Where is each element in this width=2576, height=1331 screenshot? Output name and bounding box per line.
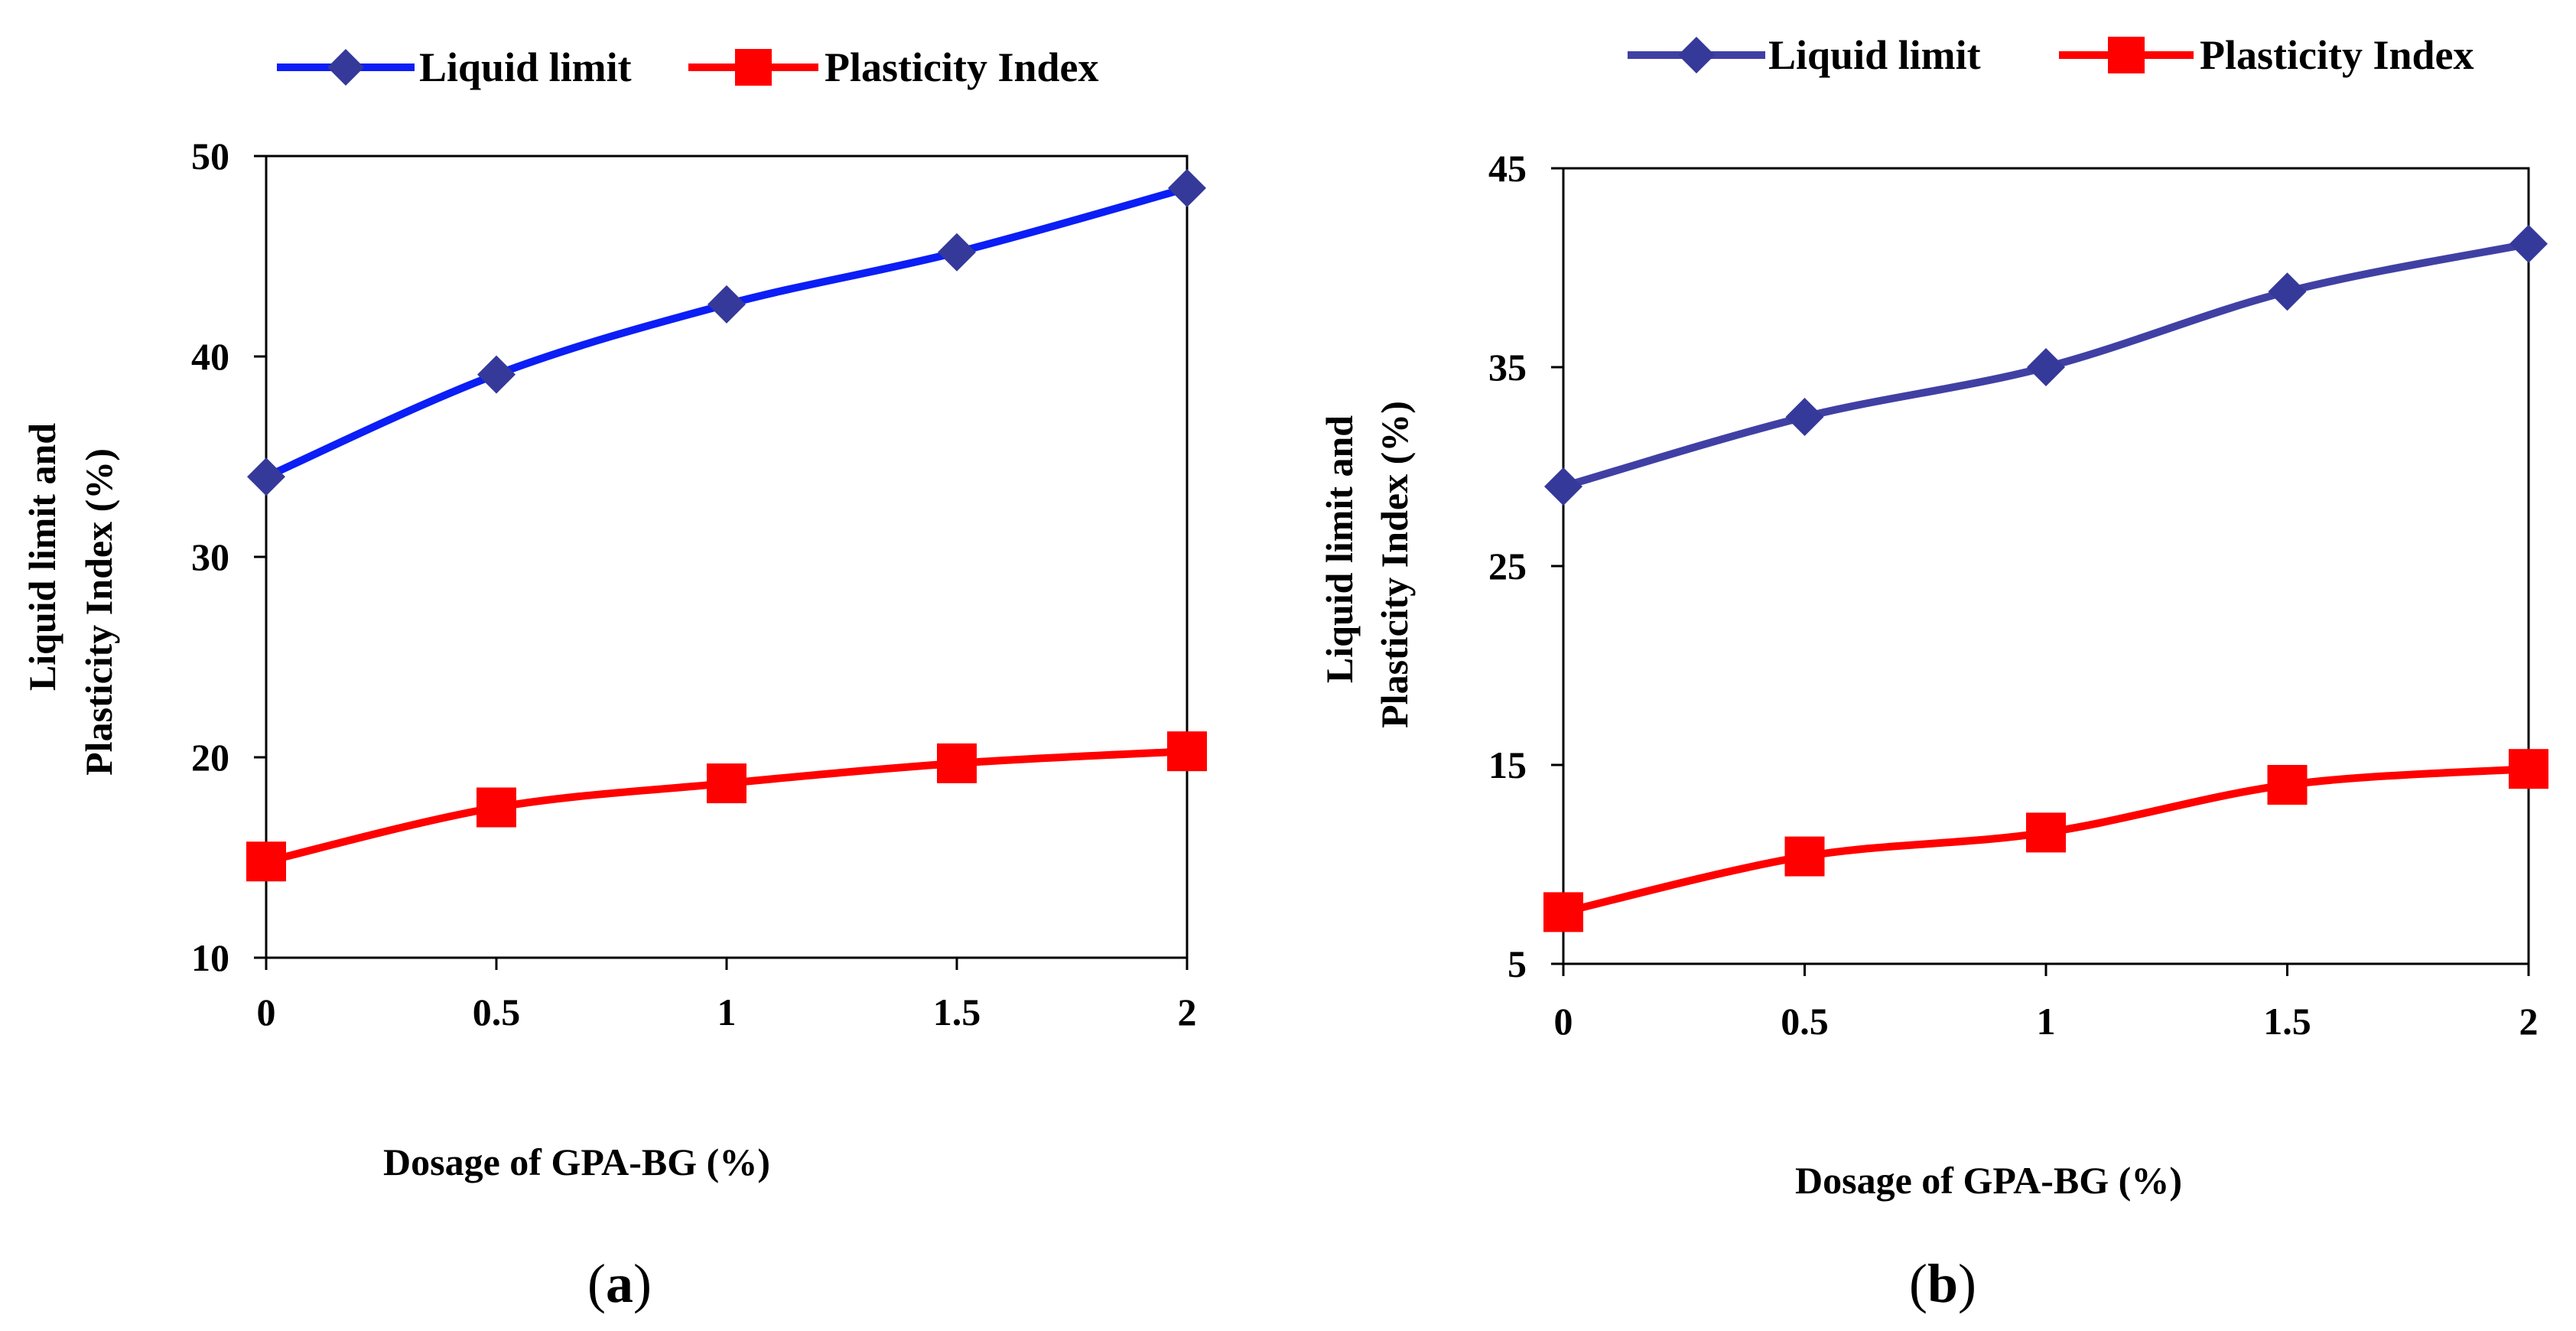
chart-b-liquid-limit-point bbox=[2027, 348, 2065, 386]
chart-a-y-tick-label: 50 bbox=[191, 135, 229, 177]
chart-b-plasticity-index-point bbox=[2267, 765, 2308, 805]
chart-a-legend-liquid-limit-label: Liquid limit bbox=[419, 44, 632, 90]
chart-b: Liquid limit Plasticity Index 515253545 … bbox=[1318, 32, 2548, 1314]
chart-a-y-axis-title-line2: Plasticity Index (%) bbox=[77, 448, 120, 776]
chart-b-y-tick-label: 5 bbox=[1508, 942, 1527, 985]
chart-a-plasticity-index-point bbox=[246, 841, 286, 882]
chart-a-x-axis-title: Dosage of GPA-BG (%) bbox=[383, 1141, 770, 1183]
chart-b-plasticity-index-point bbox=[2509, 749, 2548, 789]
chart-a-x-tick-label: 1.5 bbox=[933, 991, 981, 1033]
chart-a-legend: Liquid limit Plasticity Index bbox=[277, 44, 1099, 90]
chart-b-liquid-limit-point bbox=[2268, 272, 2307, 311]
chart-b-legend-liquid-limit-label: Liquid limit bbox=[1768, 32, 1981, 78]
chart-b-x-axis-title: Dosage of GPA-BG (%) bbox=[1795, 1159, 2182, 1202]
chart-b-plasticity-index-point bbox=[1784, 836, 1825, 877]
chart-b-liquid-limit-point bbox=[1544, 467, 1582, 506]
chart-b-x-tick-label: 1 bbox=[2037, 1000, 2056, 1043]
chart-a-x-tick-label: 0.5 bbox=[473, 991, 521, 1033]
chart-a-y-ticks: 10 20 30 40 50 bbox=[191, 135, 266, 979]
chart-b-x-tick-label: 0.5 bbox=[1781, 1000, 1829, 1043]
chart-a-x-ticks: 0 0.5 1 1.5 2 bbox=[257, 958, 1197, 1033]
chart-b-y-tick-label: 15 bbox=[1488, 744, 1527, 786]
chart-b-legend: Liquid limit Plasticity Index bbox=[1628, 32, 2474, 78]
chart-a-liquid-limit-point bbox=[707, 285, 746, 324]
chart-b-liquid-limit-point bbox=[2509, 224, 2548, 263]
chart-a-y-tick-label: 10 bbox=[191, 936, 229, 979]
chart-b-x-tick-label: 1.5 bbox=[2263, 1000, 2311, 1043]
chart-b-x-ticks: 0 0.5 1 1.5 2 bbox=[1554, 964, 2539, 1043]
chart-b-y-tick-label: 45 bbox=[1488, 147, 1527, 190]
chart-a-y-tick-label: 20 bbox=[191, 736, 229, 779]
chart-a-x-tick-label: 2 bbox=[1178, 991, 1197, 1033]
chart-b-x-tick-label: 0 bbox=[1554, 1000, 1573, 1043]
chart-a-liquid-limit-line bbox=[262, 184, 1191, 481]
chart-a-panel-label: (a) bbox=[587, 1253, 652, 1314]
chart-a-legend-plasticity-index-marker bbox=[735, 49, 772, 86]
chart-a-y-tick-label: 40 bbox=[191, 335, 229, 378]
chart-b-y-tick-label: 25 bbox=[1488, 545, 1527, 587]
chart-a-plasticity-index-point bbox=[707, 763, 746, 804]
chart-a-plasticity-index-point bbox=[1167, 731, 1207, 772]
chart-a-plasticity-index-point bbox=[937, 743, 977, 783]
chart-b-legend-plasticity-index-label: Plasticity Index bbox=[2200, 32, 2474, 78]
chart-b-y-axis-title-line1: Liquid limit and bbox=[1318, 415, 1361, 683]
chart-b-y-tick-label: 35 bbox=[1488, 346, 1527, 389]
chart-b-y-ticks: 5 15 25 35 45 bbox=[1488, 147, 1563, 985]
chart-a-liquid-limit-point bbox=[247, 457, 285, 496]
chart-b-legend-liquid-limit-marker bbox=[1678, 37, 1715, 73]
chart-b-plasticity-index-point bbox=[1543, 892, 1583, 932]
chart-a-series bbox=[246, 168, 1207, 882]
chart-b-plasticity-index-point bbox=[2026, 812, 2066, 853]
chart-b-legend-plasticity-index-marker bbox=[2108, 37, 2145, 73]
chart-a-x-tick-label: 0 bbox=[257, 991, 276, 1033]
chart-b-series bbox=[1543, 224, 2548, 932]
chart-a-plasticity-index-point bbox=[476, 787, 516, 828]
chart-a-x-tick-label: 1 bbox=[717, 991, 737, 1033]
chart-a: Liquid limit Plasticity Index 1020304050… bbox=[21, 44, 1207, 1314]
chart-b-liquid-limit-point bbox=[1785, 398, 1824, 436]
chart-a-liquid-limit-point bbox=[1168, 168, 1206, 207]
chart-a-y-axis-title-line1: Liquid limit and bbox=[21, 423, 63, 691]
chart-a-liquid-limit-point bbox=[477, 355, 516, 394]
chart-a-liquid-limit-point bbox=[938, 233, 976, 272]
chart-a-legend-plasticity-index-label: Plasticity Index bbox=[825, 44, 1099, 90]
chart-b-x-tick-label: 2 bbox=[2519, 1000, 2539, 1043]
chart-b-panel-label: (b) bbox=[1909, 1253, 1976, 1314]
chart-b-y-axis-title-line2: Plasticity Index (%) bbox=[1373, 401, 1416, 728]
chart-a-plot-frame bbox=[265, 155, 1189, 959]
chart-a-y-tick-label: 30 bbox=[191, 535, 229, 578]
chart-a-legend-liquid-limit-marker bbox=[327, 49, 364, 86]
